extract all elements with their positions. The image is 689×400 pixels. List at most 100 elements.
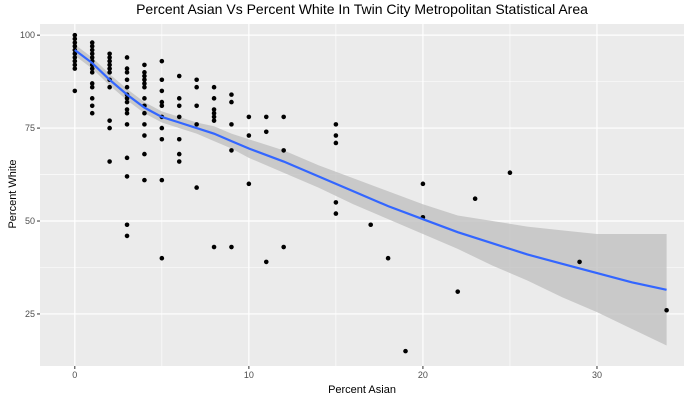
data-point bbox=[72, 88, 78, 94]
data-point bbox=[211, 96, 217, 101]
data-point bbox=[263, 259, 269, 265]
data-point bbox=[159, 255, 165, 261]
data-point bbox=[107, 70, 112, 75]
data-point bbox=[124, 77, 130, 83]
data-point bbox=[420, 181, 426, 187]
data-points bbox=[72, 32, 669, 354]
data-point bbox=[229, 122, 234, 127]
data-point bbox=[159, 58, 165, 64]
data-point bbox=[89, 44, 95, 49]
data-point bbox=[211, 110, 217, 116]
data-point bbox=[72, 66, 78, 71]
data-point bbox=[142, 177, 147, 183]
smooth-line-layer bbox=[74, 49, 667, 291]
data-point bbox=[89, 70, 95, 75]
data-point bbox=[577, 259, 582, 265]
data-point bbox=[159, 125, 165, 131]
x-axis: 0 10 20 30 bbox=[72, 366, 602, 380]
data-point bbox=[124, 55, 130, 60]
data-point bbox=[89, 55, 95, 60]
data-point bbox=[246, 181, 252, 187]
data-point bbox=[124, 66, 130, 71]
x-tick-label: 0 bbox=[72, 370, 77, 380]
data-point bbox=[142, 77, 147, 83]
data-point bbox=[89, 84, 95, 90]
data-point bbox=[124, 233, 130, 239]
data-point bbox=[124, 96, 130, 101]
data-point bbox=[89, 96, 95, 101]
data-point bbox=[107, 62, 112, 68]
data-point bbox=[176, 103, 182, 109]
data-point bbox=[194, 84, 199, 90]
data-point bbox=[229, 148, 234, 153]
data-point bbox=[107, 118, 112, 123]
data-point bbox=[107, 51, 112, 57]
data-point bbox=[194, 185, 199, 190]
data-point bbox=[159, 77, 165, 83]
data-point bbox=[211, 107, 217, 112]
chart-title: Percent Asian Vs Percent White In Twin C… bbox=[136, 1, 588, 17]
data-point bbox=[89, 81, 95, 86]
data-point bbox=[107, 84, 112, 90]
data-point bbox=[246, 114, 252, 120]
data-point bbox=[368, 222, 374, 228]
data-point bbox=[124, 110, 130, 116]
data-point bbox=[72, 55, 78, 60]
data-point bbox=[89, 110, 95, 116]
data-point bbox=[263, 114, 269, 120]
data-point bbox=[333, 211, 339, 216]
data-point bbox=[72, 32, 78, 38]
data-point bbox=[142, 70, 147, 75]
data-point bbox=[107, 55, 112, 60]
data-point bbox=[124, 222, 130, 228]
data-point bbox=[333, 140, 339, 146]
data-point bbox=[176, 114, 182, 120]
data-point bbox=[142, 81, 147, 86]
data-point bbox=[142, 96, 147, 101]
confidence-ribbon bbox=[74, 44, 667, 346]
data-point bbox=[89, 103, 95, 109]
data-point bbox=[507, 170, 513, 175]
data-point bbox=[107, 125, 112, 131]
x-tick-label: 30 bbox=[592, 370, 602, 380]
y-axis-title: Percent White bbox=[7, 159, 19, 228]
data-point bbox=[211, 244, 217, 250]
data-point bbox=[159, 99, 165, 105]
data-point bbox=[229, 92, 234, 97]
data-point bbox=[211, 84, 217, 90]
confidence-ribbon-layer bbox=[74, 44, 667, 346]
data-point bbox=[72, 51, 78, 57]
data-point bbox=[124, 99, 130, 105]
data-point bbox=[72, 58, 78, 64]
data-point bbox=[211, 114, 217, 120]
data-point bbox=[124, 107, 130, 112]
data-point bbox=[142, 110, 147, 116]
data-point bbox=[281, 148, 286, 153]
data-point bbox=[107, 159, 112, 164]
data-point bbox=[142, 122, 147, 127]
data-point bbox=[89, 66, 95, 71]
y-tick-label: 25 bbox=[25, 309, 35, 319]
data-point bbox=[159, 177, 165, 183]
data-point bbox=[664, 307, 669, 313]
data-point bbox=[385, 255, 391, 261]
data-point bbox=[194, 77, 199, 83]
data-point bbox=[72, 62, 78, 68]
data-point bbox=[89, 40, 95, 45]
data-point bbox=[229, 99, 234, 105]
data-point bbox=[455, 289, 461, 294]
data-point bbox=[89, 47, 95, 53]
data-point bbox=[176, 73, 182, 79]
data-point bbox=[176, 96, 182, 101]
data-point bbox=[333, 122, 339, 127]
data-point bbox=[142, 151, 147, 157]
data-point bbox=[159, 88, 165, 94]
data-point bbox=[229, 244, 234, 250]
data-point bbox=[142, 133, 147, 138]
data-point bbox=[194, 122, 199, 127]
data-point bbox=[89, 51, 95, 57]
data-point bbox=[124, 70, 130, 75]
data-point bbox=[142, 73, 147, 79]
y-tick-label: 50 bbox=[25, 216, 35, 226]
